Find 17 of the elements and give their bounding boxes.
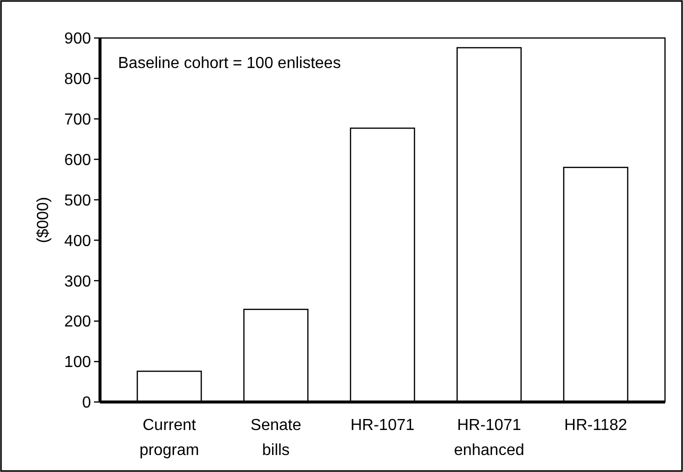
y-tick-label: 200 [64, 314, 92, 331]
annotation: Baseline cohort = 100 enlistees [118, 55, 341, 72]
x-tick-label: HR-1071 enhanced [454, 417, 524, 459]
y-tick-label: 600 [64, 152, 92, 169]
x-tick-label: Current program [140, 417, 200, 459]
y-tick-label: 500 [64, 192, 92, 210]
x-tick-label: Senate bills [250, 417, 302, 459]
y-tick-label: 300 [64, 273, 92, 290]
y-tick-label: 0 [82, 394, 92, 412]
y-tick-label: 900 [64, 30, 92, 48]
x-tick-label: HR-1182 [564, 417, 628, 434]
y-tick-label: 800 [64, 71, 92, 88]
y-axis-title: ($000) [35, 196, 52, 244]
y-tick-label: 100 [64, 354, 92, 372]
y-tick-label: 400 [64, 232, 92, 250]
y-tick-label: 700 [64, 111, 92, 128]
x-tick-label: HR-1071 [350, 417, 415, 434]
